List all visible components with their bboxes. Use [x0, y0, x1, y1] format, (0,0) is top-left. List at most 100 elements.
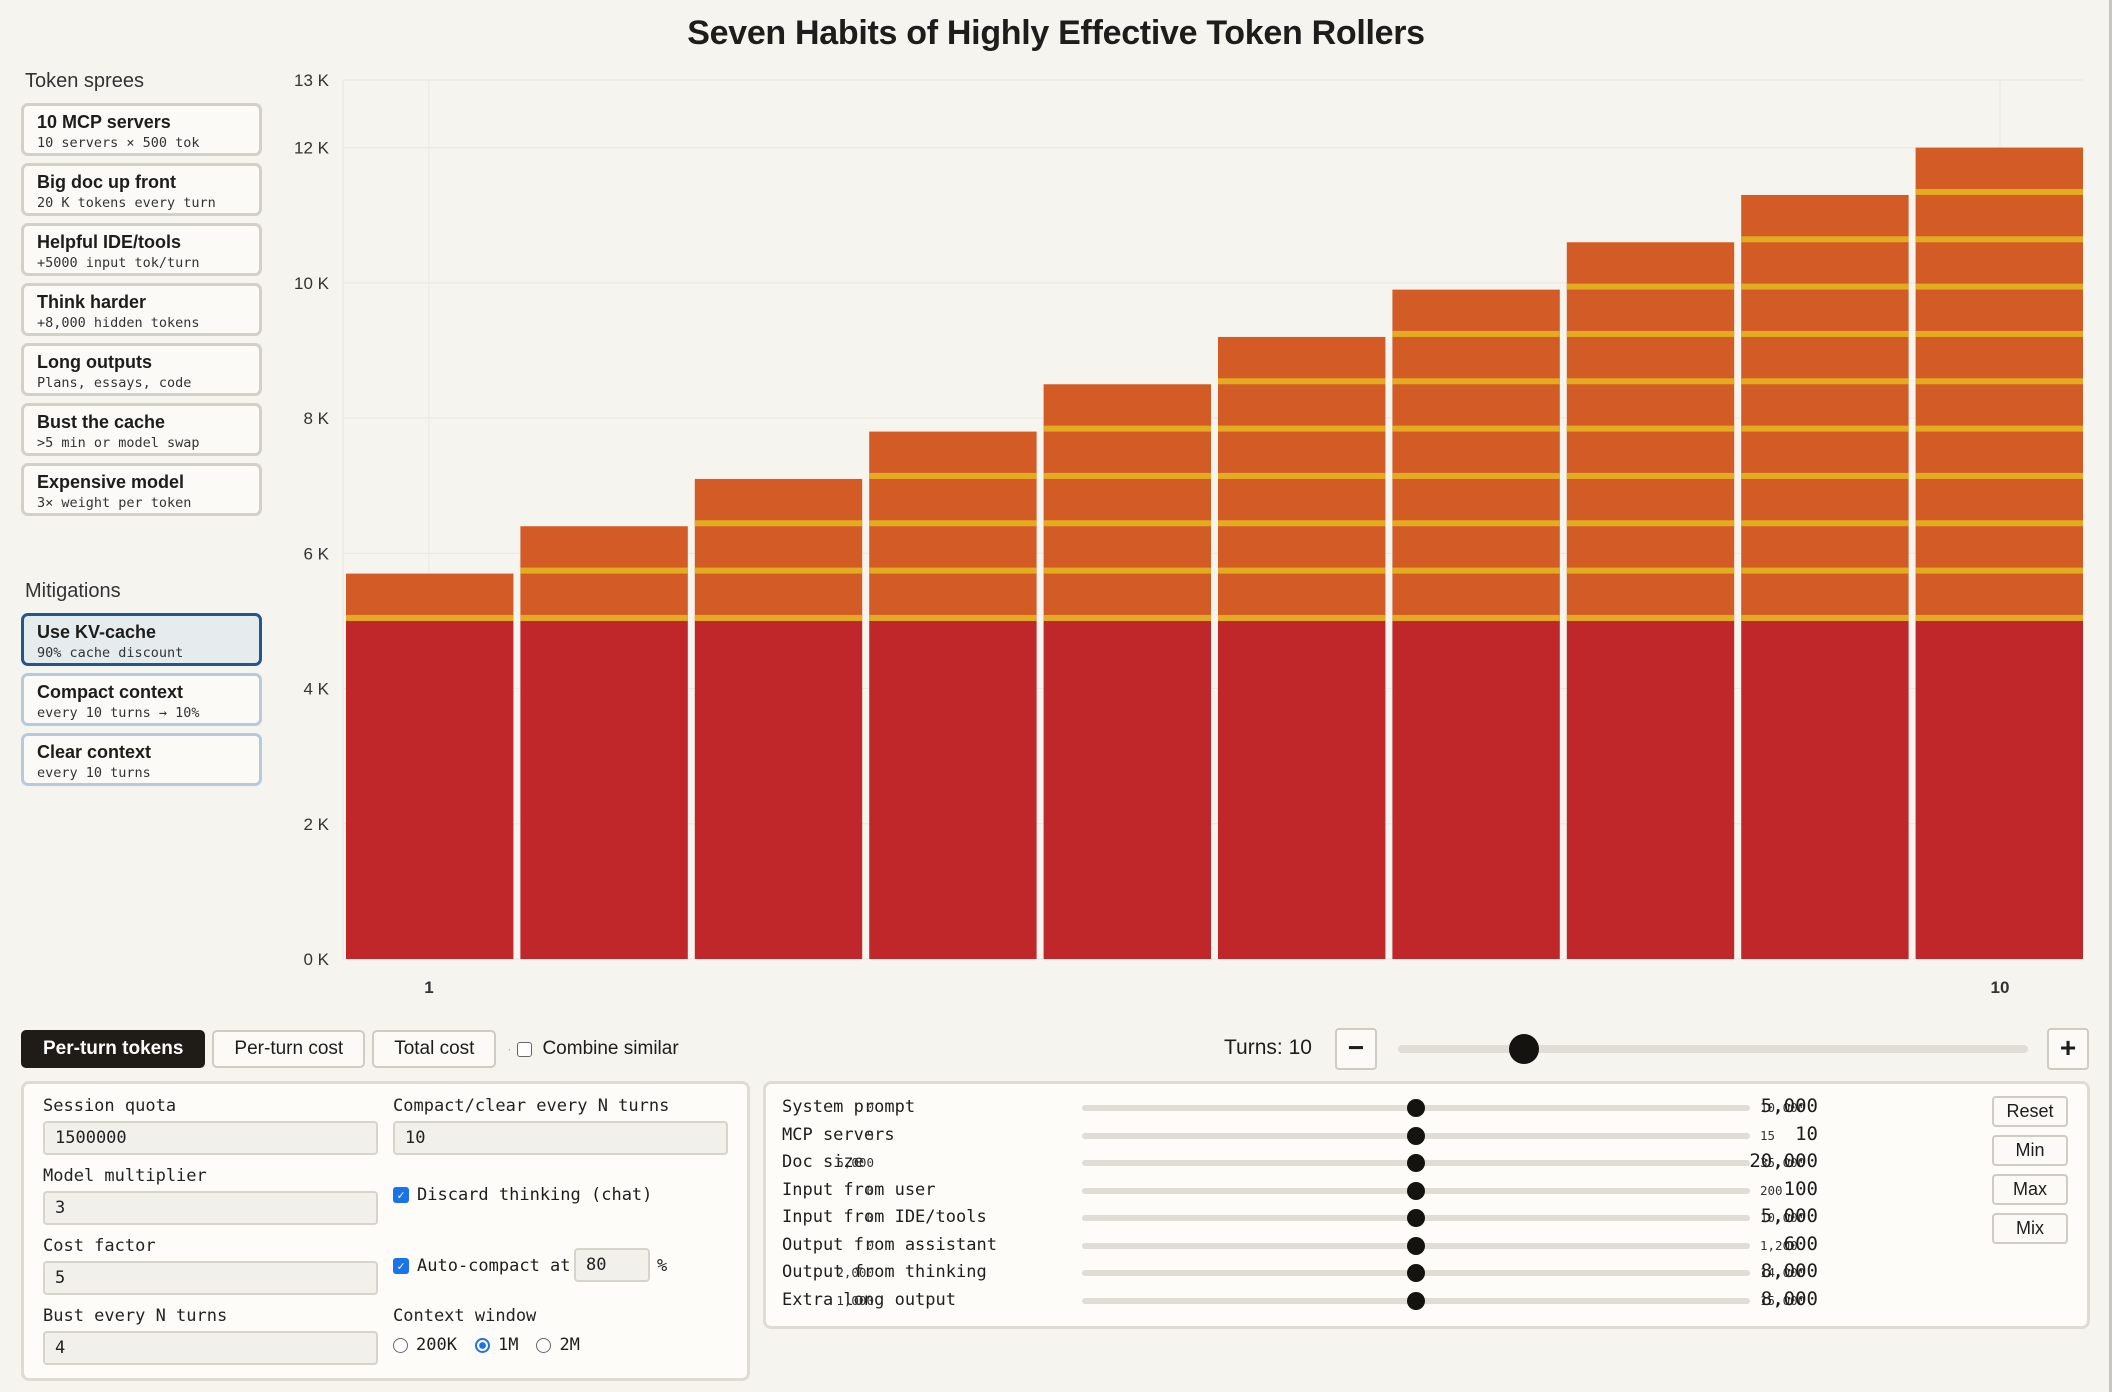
bar-separator — [1043, 472, 1211, 479]
card-subtitle: 10 servers × 500 tok — [37, 135, 200, 151]
context-2m-label: 2M — [559, 1335, 580, 1355]
slider-knob[interactable] — [1407, 1209, 1425, 1227]
slider-knob[interactable] — [1407, 1181, 1425, 1200]
discard-thinking-checkbox[interactable]: ✓ — [393, 1187, 409, 1203]
card-title: Use KV-cache — [37, 622, 157, 642]
slider-knob[interactable] — [1407, 1099, 1425, 1117]
spree-card-expensive-model[interactable]: Expensive model 3× weight per token — [21, 463, 262, 516]
bar-separator — [1218, 378, 1386, 385]
spree-card-long-outputs[interactable]: Long outputs Plans, essays, code — [21, 343, 262, 396]
tab-per-turn-tokens[interactable]: Per-turn tokens — [21, 1030, 206, 1068]
spree-card-big-doc[interactable]: Big doc up front 20 K tokens every turn — [21, 163, 262, 216]
spree-card-ide-tools[interactable]: Helpful IDE/tools +5000 input tok/turn — [21, 223, 262, 276]
turns-slider[interactable] — [1398, 1045, 2028, 1053]
context-window-options: 200K 1M 2M — [393, 1335, 580, 1355]
bar-separator — [1915, 330, 2083, 337]
session-quota-input[interactable]: 1500000 — [43, 1121, 378, 1155]
slider-knob[interactable] — [1407, 1154, 1425, 1172]
y-tick-label: 12 K — [294, 139, 330, 158]
model-multiplier-label: Model multiplier — [43, 1166, 207, 1186]
card-title: Think harder — [37, 292, 147, 312]
bar-separator — [1741, 567, 1909, 574]
slider-name: Input from user — [782, 1179, 936, 1200]
card-subtitle: every 10 turns — [37, 765, 151, 781]
bust-every-input[interactable]: 4 — [43, 1331, 378, 1365]
spree-card-think-harder[interactable]: Think harder +8,000 hidden tokens — [21, 283, 262, 336]
card-subtitle: +8,000 hidden tokens — [37, 315, 200, 331]
auto-compact-checkbox[interactable]: ✓ — [393, 1258, 409, 1274]
context-2m-radio[interactable] — [536, 1337, 552, 1353]
bar-separator — [520, 567, 688, 574]
slider-max: 15 — [1760, 1127, 1776, 1143]
x-tick-label: 10 — [1991, 978, 2010, 997]
card-subtitle: +5000 input tok/turn — [37, 255, 200, 271]
spree-card-bust-cache[interactable]: Bust the cache >5 min or model swap — [21, 403, 262, 456]
slider-row: Input from user 0 200 100 — [782, 1178, 1922, 1205]
slider-value: 100 — [1783, 1177, 1818, 1200]
slider-row: MCP servers 5 15 10 — [782, 1123, 1922, 1150]
bar-separator — [694, 614, 863, 621]
slider-max: 35,000 — [1760, 1155, 1806, 1170]
mitigation-card-compact-context[interactable]: Compact context every 10 turns → 10% — [21, 673, 262, 726]
slider-row: System prompt 0 10,000 5,000 — [782, 1095, 1922, 1122]
increase-turns-button[interactable]: + — [2047, 1028, 2089, 1070]
y-tick-label: 10 K — [294, 274, 330, 293]
bar-segment-base — [694, 620, 863, 959]
card-subtitle: 3× weight per token — [37, 495, 192, 511]
discard-thinking-label: Discard thinking (chat) — [417, 1185, 653, 1205]
slider-knob[interactable] — [1407, 1264, 1425, 1282]
slider-max: 10,000 — [1760, 1100, 1806, 1115]
combine-similar-checkbox[interactable] — [517, 1041, 533, 1057]
turns-slider-knob[interactable] — [1509, 1034, 1539, 1064]
bar-separator — [1741, 378, 1909, 385]
slider-min: 1,000 — [836, 1292, 874, 1308]
mitigation-card-kv-cache[interactable]: Use KV-cache 90% cache discount — [21, 613, 262, 666]
bar-separator — [1915, 567, 2083, 574]
bar-separator — [1218, 520, 1386, 527]
bar-segment-growth — [346, 573, 514, 621]
decrease-turns-button[interactable]: − — [1335, 1028, 1377, 1070]
slider-value: 10 — [1795, 1122, 1818, 1145]
bar-separator — [1915, 378, 2083, 385]
bar-separator — [1741, 425, 1909, 432]
slider-min: 0 — [866, 1100, 874, 1115]
bar-separator — [1915, 472, 2083, 479]
discard-thinking-toggle[interactable]: ✓ Discard thinking (chat) — [393, 1185, 652, 1205]
cost-factor-input[interactable]: 5 — [43, 1261, 378, 1295]
slider-name: Output from assistant — [782, 1234, 997, 1255]
max-button[interactable]: Max — [1992, 1174, 2068, 1205]
slider-knob[interactable] — [1407, 1236, 1425, 1255]
bar-segment-growth — [1218, 336, 1386, 621]
bar-separator — [1741, 236, 1909, 243]
mitigation-card-clear-context[interactable]: Clear context every 10 turns — [21, 733, 262, 786]
bar-separator — [1741, 472, 1909, 479]
bar-separator — [520, 614, 688, 621]
auto-compact-threshold-input[interactable]: 80 — [574, 1248, 650, 1282]
slider-row: Extra long output 1,000 15,000 8,000 — [782, 1288, 1922, 1315]
bar-segment-growth — [1392, 289, 1560, 621]
slider-min: 2,000 — [836, 1265, 874, 1280]
slider-knob[interactable] — [1407, 1291, 1425, 1310]
context-200k-label: 200K — [416, 1335, 457, 1355]
spree-card-mcp-servers[interactable]: 10 MCP servers 10 servers × 500 tok — [21, 103, 262, 156]
min-button[interactable]: Min — [1992, 1135, 2068, 1166]
tab-total-cost[interactable]: Total cost — [372, 1030, 497, 1068]
model-multiplier-input[interactable]: 3 — [43, 1191, 378, 1225]
slider-value: 600 — [1783, 1232, 1818, 1255]
mix-button[interactable]: Mix — [1992, 1213, 2068, 1244]
slider-knob[interactable] — [1407, 1126, 1425, 1145]
bar-separator — [1392, 567, 1560, 574]
bar-segment-growth — [1043, 384, 1211, 621]
reset-button[interactable]: Reset — [1992, 1096, 2068, 1127]
context-1m-radio[interactable] — [474, 1337, 490, 1353]
bar-separator — [1043, 567, 1211, 574]
context-200k-radio[interactable] — [393, 1337, 408, 1353]
auto-compact-toggle[interactable]: ✓ Auto-compact at — [393, 1256, 571, 1276]
combine-similar-toggle[interactable]: Combine similar — [517, 1038, 679, 1060]
slider-max: 15,000 — [1760, 1292, 1806, 1308]
compact-every-input[interactable]: 10 — [393, 1121, 728, 1155]
tab-per-turn-cost[interactable]: Per-turn cost — [212, 1030, 366, 1068]
bar-separator — [1566, 614, 1735, 621]
y-tick-label: 2 K — [303, 815, 329, 834]
slider-min: 5,000 — [836, 1155, 874, 1170]
